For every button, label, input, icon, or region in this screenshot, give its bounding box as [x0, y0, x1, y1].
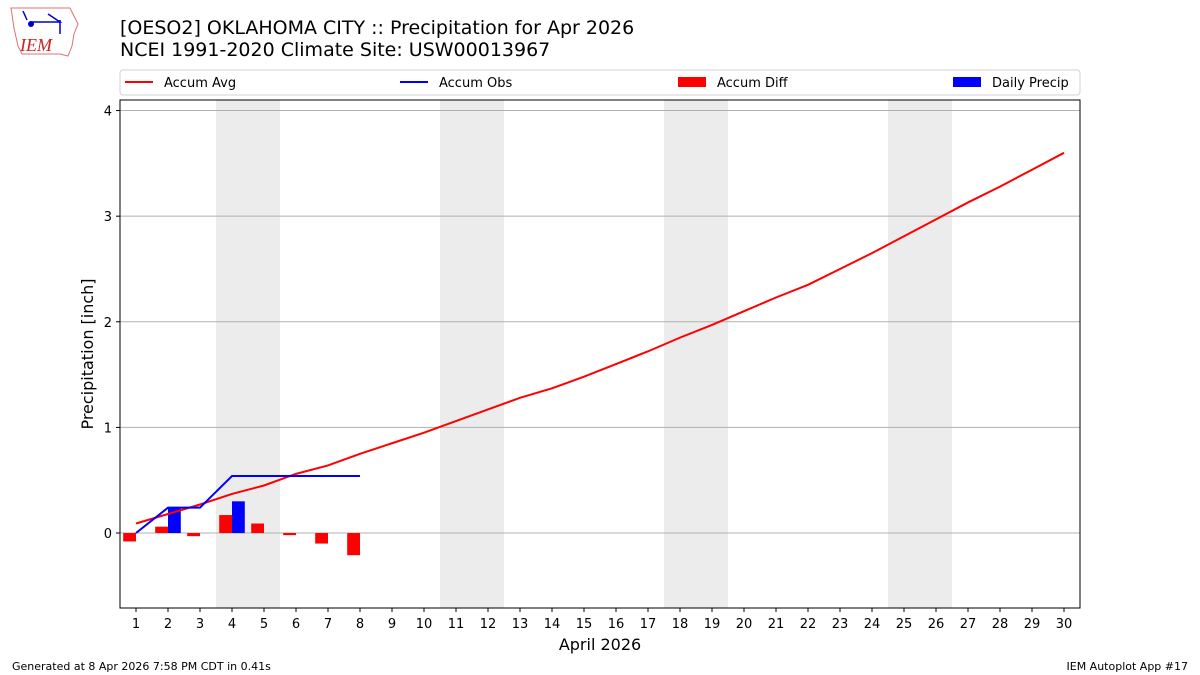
x-tick-label: 9: [388, 617, 396, 632]
x-tick-label: 25: [896, 617, 913, 632]
y-tick-label: 2: [104, 316, 112, 331]
x-tick-label: 21: [768, 617, 785, 632]
chart-subtitle: NCEI 1991-2020 Climate Site: USW00013967: [120, 39, 551, 61]
x-tick-label: 27: [960, 617, 977, 632]
x-tick-label: 20: [736, 617, 753, 632]
x-tick-label: 18: [672, 617, 689, 632]
iowa-outline-icon: IEM: [10, 7, 79, 57]
y-tick-label: 1: [104, 421, 112, 436]
bar-accum-diff: [315, 533, 328, 544]
x-tick-label: 19: [704, 617, 721, 632]
footer-app: IEM Autoplot App #17: [1066, 660, 1189, 673]
x-tick-label: 8: [356, 617, 364, 632]
x-tick-label: 26: [928, 617, 945, 632]
y-tick-label: 3: [104, 210, 112, 225]
x-axis-label: April 2026: [559, 635, 641, 654]
legend-label: Accum Obs: [439, 76, 512, 91]
footer-generated: Generated at 8 Apr 2026 7:58 PM CDT in 0…: [12, 660, 271, 673]
x-tick-label: 24: [864, 617, 881, 632]
x-tick-label: 7: [324, 617, 332, 632]
x-tick-label: 10: [416, 617, 433, 632]
legend-swatch: [953, 77, 981, 87]
line-accum-obs: [135, 474, 360, 534]
legend-label: Accum Avg: [164, 76, 236, 91]
x-tick-label: 3: [196, 617, 204, 632]
x-tick-label: 6: [292, 617, 300, 632]
x-tick-label: 22: [800, 617, 817, 632]
plot-frame: [119, 99, 1081, 609]
bar-daily-precip: [232, 501, 245, 534]
weekend-shading: [664, 100, 728, 608]
x-tick-label: 30: [1056, 617, 1073, 632]
x-tick-label: 4: [228, 617, 236, 632]
legend-label: Accum Diff: [717, 76, 789, 91]
x-tick-label: 11: [448, 617, 465, 632]
x-tick-label: 28: [992, 617, 1009, 632]
x-tick-label: 23: [832, 617, 849, 632]
bar-accum-diff: [251, 523, 264, 534]
weekend-shading: [888, 100, 952, 608]
svg-text:IEM: IEM: [19, 35, 53, 55]
x-tick-label: 2: [164, 617, 172, 632]
x-tick-label: 12: [480, 617, 497, 632]
x-tick-label: 29: [1024, 617, 1041, 632]
y-tick-label: 0: [104, 527, 112, 542]
bar-accum-diff: [123, 533, 136, 542]
iem-logo: IEM: [8, 6, 80, 58]
x-tick-label: 13: [512, 617, 529, 632]
chart-title: [OESO2] OKLAHOMA CITY :: Precipitation f…: [120, 17, 635, 39]
bar-accum-diff: [283, 533, 296, 536]
bar-accum-diff: [187, 533, 200, 537]
y-axis-label: Precipitation [inch]: [78, 278, 97, 429]
x-tick-label: 1: [132, 617, 140, 632]
x-tick-label: 14: [544, 617, 561, 632]
y-tick-label: 4: [104, 105, 112, 120]
bar-accum-diff: [219, 515, 232, 534]
x-tick-label: 5: [260, 617, 268, 632]
bar-accum-diff: [155, 526, 168, 534]
x-tick-label: 17: [640, 617, 657, 632]
legend-label: Daily Precip: [992, 76, 1069, 91]
weekend-shading: [440, 100, 504, 608]
legend-box: [119, 69, 1081, 96]
bar-accum-diff: [347, 533, 360, 556]
legend-swatch: [678, 77, 706, 87]
x-tick-label: 16: [608, 617, 625, 632]
x-tick-label: 15: [576, 617, 593, 632]
